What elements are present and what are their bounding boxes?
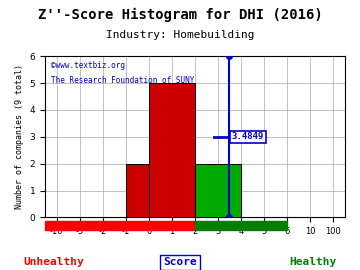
Text: The Research Foundation of SUNY: The Research Foundation of SUNY: [51, 76, 194, 85]
Bar: [126, 164, 149, 217]
Text: Healthy: Healthy: [289, 257, 337, 267]
Bar: [195, 164, 241, 217]
Bar: [149, 83, 195, 217]
Text: Industry: Homebuilding: Industry: Homebuilding: [106, 30, 254, 40]
Bar: [195, 221, 287, 230]
Text: Z''-Score Histogram for DHI (2016): Z''-Score Histogram for DHI (2016): [38, 8, 322, 22]
Text: Unhealthy: Unhealthy: [24, 257, 84, 267]
Y-axis label: Number of companies (9 total): Number of companies (9 total): [15, 64, 24, 209]
Text: 3.4849: 3.4849: [231, 132, 264, 141]
Text: ©www.textbiz.org: ©www.textbiz.org: [51, 61, 125, 70]
Bar: [45, 221, 195, 230]
Text: Score: Score: [163, 257, 197, 267]
